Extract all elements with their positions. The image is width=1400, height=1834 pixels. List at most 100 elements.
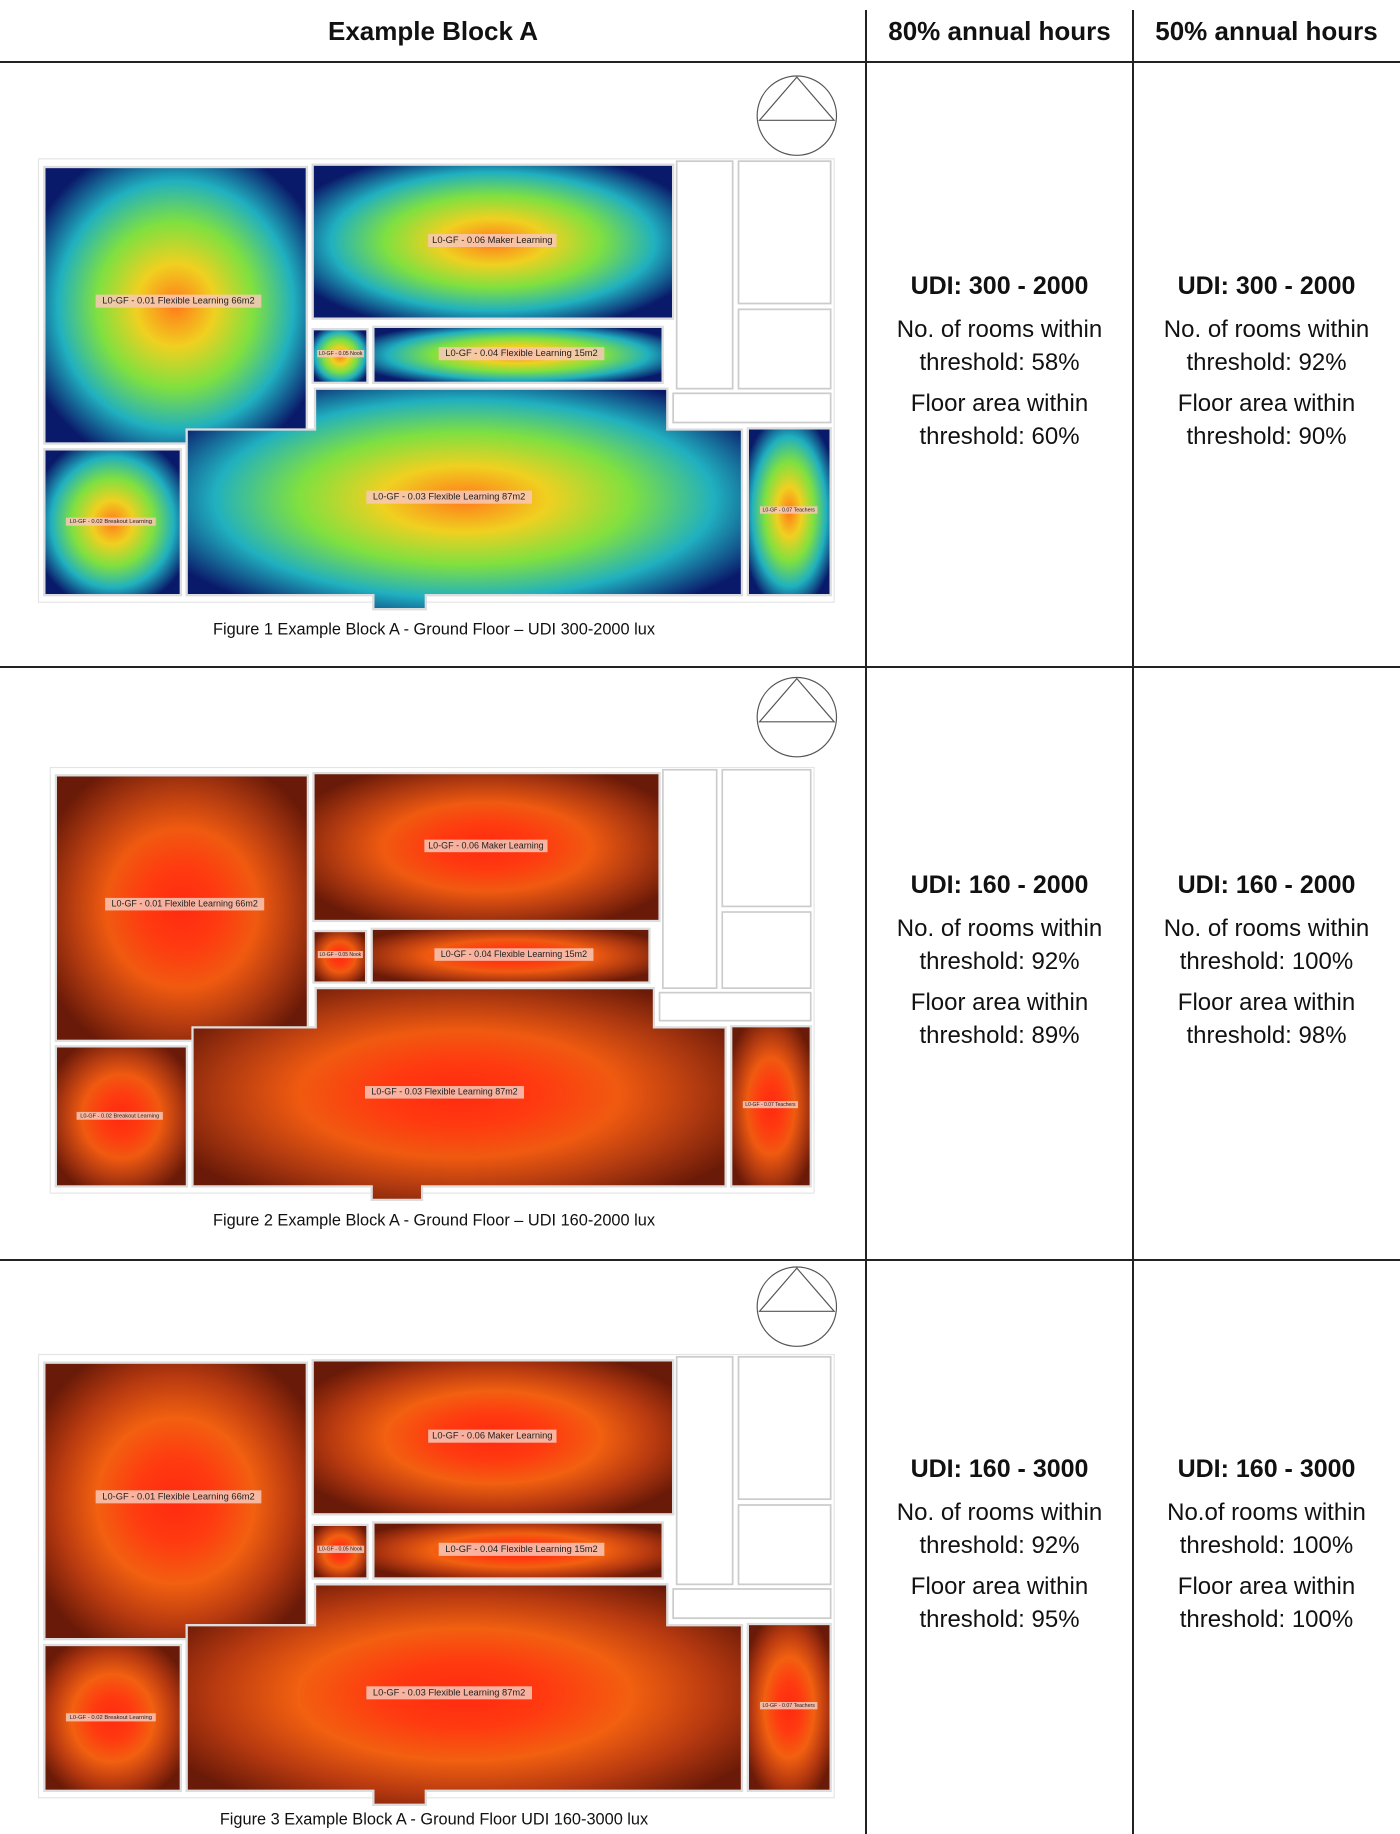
header-cell: 80% annual hours: [888, 15, 1111, 46]
compass: [756, 1266, 838, 1347]
rooms-within: No. of rooms within threshold: 92%: [1163, 316, 1370, 376]
empty-room: [662, 768, 718, 990]
room-label: L0-GF - 0.07 Teachers: [762, 1703, 815, 1709]
empty-room: [675, 1355, 734, 1586]
room-label-bg: [438, 347, 605, 361]
room-label-bg: [428, 233, 557, 248]
room-label-bg: [759, 1701, 818, 1710]
room-label: L0-GF - 0.07 Teachers: [762, 507, 815, 513]
result-cell: UDI: 160 - 3000 No. of rooms within thres…: [866, 1260, 1133, 1834]
compass: [756, 676, 838, 758]
figure: L0-GF - 0.01 Flexible Learning 66m2 L0-GF…: [37, 75, 838, 638]
area-within: Floor area within threshold: 95%: [910, 1572, 1089, 1633]
plan-outline: [37, 1353, 835, 1799]
compass-arrow: [758, 76, 836, 121]
room-label: L0-GF - 0.04 Flexible Learning 15m2: [445, 348, 597, 358]
udi-range: UDI: 300 - 2000: [1177, 272, 1356, 300]
empty-room: [737, 308, 832, 390]
room-label-bg: [424, 839, 548, 853]
area-within: Floor area within threshold: 100%: [1177, 1572, 1356, 1633]
empty-room: [672, 1588, 832, 1620]
empty-room: [737, 1504, 832, 1586]
compass-arrow: [758, 677, 836, 723]
room-label: L0-GF - 0.02 Breakout Learning: [70, 1715, 152, 1721]
room-label-bg: [76, 1111, 163, 1120]
area-within: Floor area within threshold: 60%: [910, 390, 1089, 450]
rule: [1132, 10, 1134, 1834]
rule: [0, 1259, 1400, 1261]
room-label-bg: [438, 1542, 605, 1556]
compass: [756, 75, 838, 156]
result-cell: UDI: 300 - 2000 No. of rooms within thres…: [866, 62, 1133, 667]
table-row: L0-GF - 0.01 Flexible Learning 66m2 L0-GF…: [0, 62, 1400, 667]
floor-plan: L0-GF - 0.01 Flexible Learning 66m2 L0-GF…: [37, 1353, 835, 1806]
room-label: L0-GF - 0.04 Flexible Learning 15m2: [445, 1544, 597, 1554]
room-label: L0-GF - 0.03 Flexible Learning 87m2: [371, 1087, 517, 1097]
header-cell: 50% annual hours: [1155, 15, 1378, 46]
room-label: L0-GF - 0.07 Teachers: [745, 1102, 796, 1108]
udi-range: UDI: 160 - 3000: [1177, 1454, 1356, 1483]
room-label: L0-GF - 0.06 Maker Learning: [432, 235, 552, 245]
floor-plan: L0-GF - 0.01 Flexible Learning 66m2 L0-GF…: [37, 158, 835, 611]
area-within: Floor area within threshold: 98%: [1177, 989, 1356, 1049]
room-label-bg: [95, 1490, 262, 1504]
plan-outline: [37, 158, 835, 603]
figure-caption: Figure 1 Example Block A - Ground Floor …: [213, 620, 655, 638]
room-label-bg: [95, 294, 262, 308]
result-cell: UDI: 160 - 3000 No.of rooms within thresh…: [1133, 1260, 1400, 1834]
room-label: L0-GF - 0.06 Maker Learning: [428, 840, 543, 850]
udi-range: UDI: 160 - 2000: [1177, 871, 1356, 899]
rooms-within: No. of rooms within threshold: 92%: [896, 915, 1103, 975]
udi-range: UDI: 160 - 2000: [910, 871, 1089, 899]
rooms-within: No. of rooms within threshold: 92%: [896, 1498, 1103, 1559]
empty-room: [737, 1355, 832, 1501]
area-within: Floor area within threshold: 90%: [1177, 390, 1356, 450]
room-label: L0-GF - 0.01 Flexible Learning 66m2: [102, 1491, 254, 1501]
figure-caption: Figure 3 Example Block A - Ground Floor …: [220, 1810, 648, 1828]
empty-room: [675, 160, 734, 390]
room-label-bg: [366, 1686, 532, 1700]
room-label: L0-GF - 0.03 Flexible Learning 87m2: [373, 492, 525, 502]
table-row: L0-GF - 0.01 Flexible Learning 66m2 L0-GF…: [0, 667, 1400, 1260]
area-within: Floor area within threshold: 89%: [910, 989, 1089, 1049]
rule: [0, 666, 1400, 668]
room-label: L0-GF - 0.05 Nook: [319, 351, 363, 357]
empty-room: [721, 911, 812, 990]
room-label: L0-GF - 0.03 Flexible Learning 87m2: [373, 1687, 525, 1697]
room-label: L0-GF - 0.01 Flexible Learning 66m2: [102, 296, 254, 306]
room-label-bg: [364, 1086, 525, 1099]
result-cell: UDI: 300 - 2000 No. of rooms within thres…: [1133, 62, 1400, 667]
room-label-bg: [65, 517, 156, 526]
room-label-bg: [366, 490, 532, 504]
room-label: L0-GF - 0.01 Flexible Learning 66m2: [112, 899, 258, 909]
room-label: L0-GF - 0.04 Flexible Learning 15m2: [441, 949, 587, 959]
floor-plan: L0-GF - 0.01 Flexible Learning 66m2 L0-GF…: [49, 766, 815, 1201]
figure: L0-GF - 0.01 Flexible Learning 66m2 L0-GF…: [49, 676, 838, 1229]
table-row: L0-GF - 0.01 Flexible Learning 66m2 L0-GF…: [0, 1260, 1400, 1834]
empty-room: [658, 991, 812, 1022]
compass-arrow: [758, 1267, 836, 1312]
room-label-bg: [434, 948, 594, 961]
empty-room: [721, 768, 812, 908]
room-label: L0-GF - 0.02 Breakout Learning: [70, 519, 152, 525]
room-label-bg: [428, 1429, 557, 1443]
room-label-bg: [742, 1101, 798, 1109]
empty-room: [672, 392, 832, 424]
result-cell: UDI: 160 - 2000 No. of rooms within thres…: [1133, 667, 1400, 1260]
result-cell: UDI: 160 - 2000 No. of rooms within thres…: [866, 667, 1133, 1260]
udi-range: UDI: 300 - 2000: [910, 272, 1089, 300]
plan-outline: [49, 766, 815, 1194]
empty-room: [737, 160, 832, 305]
room-label: L0-GF - 0.02 Breakout Learning: [80, 1113, 159, 1119]
room-label-bg: [759, 506, 818, 514]
udi-range: UDI: 160 - 3000: [910, 1454, 1089, 1483]
rooms-within: No. of rooms within threshold: 100%: [1163, 915, 1370, 975]
room-label-bg: [317, 1545, 365, 1554]
room-label-bg: [105, 897, 265, 911]
rule: [0, 61, 1400, 63]
room-label-bg: [65, 1713, 156, 1722]
figure: L0-GF - 0.01 Flexible Learning 66m2 L0-GF…: [37, 1266, 838, 1828]
rule: [865, 10, 867, 1834]
rooms-within: No. of rooms within threshold: 58%: [896, 316, 1103, 376]
room-label: L0-GF - 0.05 Nook: [320, 952, 362, 958]
